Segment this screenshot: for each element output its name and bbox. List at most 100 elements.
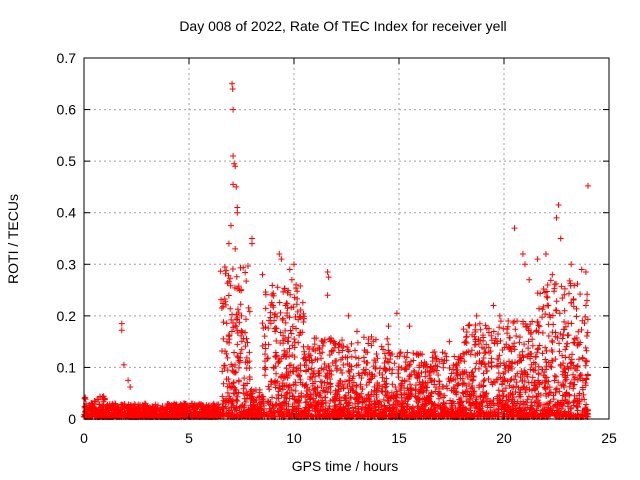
data-point — [584, 329, 591, 336]
data-point — [381, 359, 388, 366]
data-point — [303, 381, 310, 388]
data-point — [280, 288, 287, 295]
data-point — [496, 352, 503, 359]
data-point — [253, 397, 260, 404]
x-tick-label: 20 — [496, 430, 512, 446]
data-point — [557, 330, 564, 337]
data-point — [230, 380, 237, 387]
data-point — [410, 411, 417, 418]
data-point — [556, 388, 563, 395]
data-point — [345, 312, 352, 319]
data-point — [229, 85, 236, 92]
data-point — [311, 341, 318, 348]
data-point — [131, 401, 138, 408]
data-point — [350, 373, 357, 380]
data-point — [388, 389, 395, 396]
data-point — [304, 391, 311, 398]
data-point — [428, 390, 435, 397]
data-point — [237, 354, 244, 361]
data-point — [340, 343, 347, 350]
data-point — [262, 345, 269, 352]
data-point — [94, 407, 101, 414]
data-point — [541, 406, 548, 413]
data-point — [291, 335, 298, 342]
data-point — [546, 384, 553, 391]
data-point — [220, 411, 227, 418]
data-point — [510, 384, 517, 391]
data-point — [368, 407, 375, 414]
data-point — [193, 405, 200, 412]
data-point — [500, 388, 507, 395]
data-point — [485, 360, 492, 367]
data-point — [551, 411, 558, 418]
data-point — [469, 368, 476, 375]
data-point — [118, 404, 125, 411]
data-point — [534, 346, 541, 353]
data-point — [211, 405, 218, 412]
data-point — [495, 400, 502, 407]
data-point — [346, 369, 353, 376]
data-point — [225, 240, 232, 247]
data-point — [373, 387, 380, 394]
data-point — [323, 384, 330, 391]
data-point — [547, 314, 554, 321]
data-point — [495, 363, 502, 370]
data-point — [506, 382, 513, 389]
data-point — [468, 391, 475, 398]
data-point — [412, 392, 419, 399]
data-point — [232, 362, 239, 369]
data-point — [446, 365, 453, 372]
data-point — [289, 323, 296, 330]
data-point — [182, 411, 189, 418]
data-point — [541, 384, 548, 391]
data-points — [81, 80, 591, 420]
data-point — [540, 303, 547, 310]
data-point — [219, 368, 226, 375]
data-point — [471, 333, 478, 340]
data-point — [230, 324, 237, 331]
data-point — [427, 375, 434, 382]
data-point — [561, 285, 568, 292]
data-point — [235, 309, 242, 316]
data-point — [561, 326, 568, 333]
data-point — [282, 319, 289, 326]
data-point — [564, 403, 571, 410]
data-point — [582, 407, 589, 414]
data-point — [549, 339, 556, 346]
data-point — [272, 401, 279, 408]
data-point — [363, 407, 370, 414]
data-point — [346, 411, 353, 418]
data-point — [230, 404, 237, 411]
data-point — [273, 325, 280, 332]
data-point — [324, 374, 331, 381]
data-point — [488, 332, 495, 339]
data-point — [324, 269, 331, 276]
data-point — [472, 404, 479, 411]
data-point — [529, 394, 536, 401]
data-point — [545, 391, 552, 398]
data-point — [286, 362, 293, 369]
data-point — [553, 298, 560, 305]
data-point — [233, 390, 240, 397]
data-point — [402, 358, 409, 365]
data-point — [116, 411, 123, 418]
data-point — [460, 326, 467, 333]
data-point — [545, 302, 552, 309]
data-point — [260, 411, 267, 418]
data-point — [81, 395, 88, 402]
data-point — [546, 408, 553, 415]
data-point — [413, 410, 420, 417]
data-point — [407, 358, 414, 365]
data-point — [433, 367, 440, 374]
data-point — [277, 339, 284, 346]
data-point — [230, 181, 237, 188]
data-point — [347, 394, 354, 401]
data-point — [317, 378, 324, 385]
data-point — [547, 277, 554, 284]
x-axis-label: GPS time / hours — [292, 458, 399, 474]
data-point — [273, 352, 280, 359]
data-point — [261, 333, 268, 340]
data-point — [509, 343, 516, 350]
data-point — [406, 363, 413, 370]
